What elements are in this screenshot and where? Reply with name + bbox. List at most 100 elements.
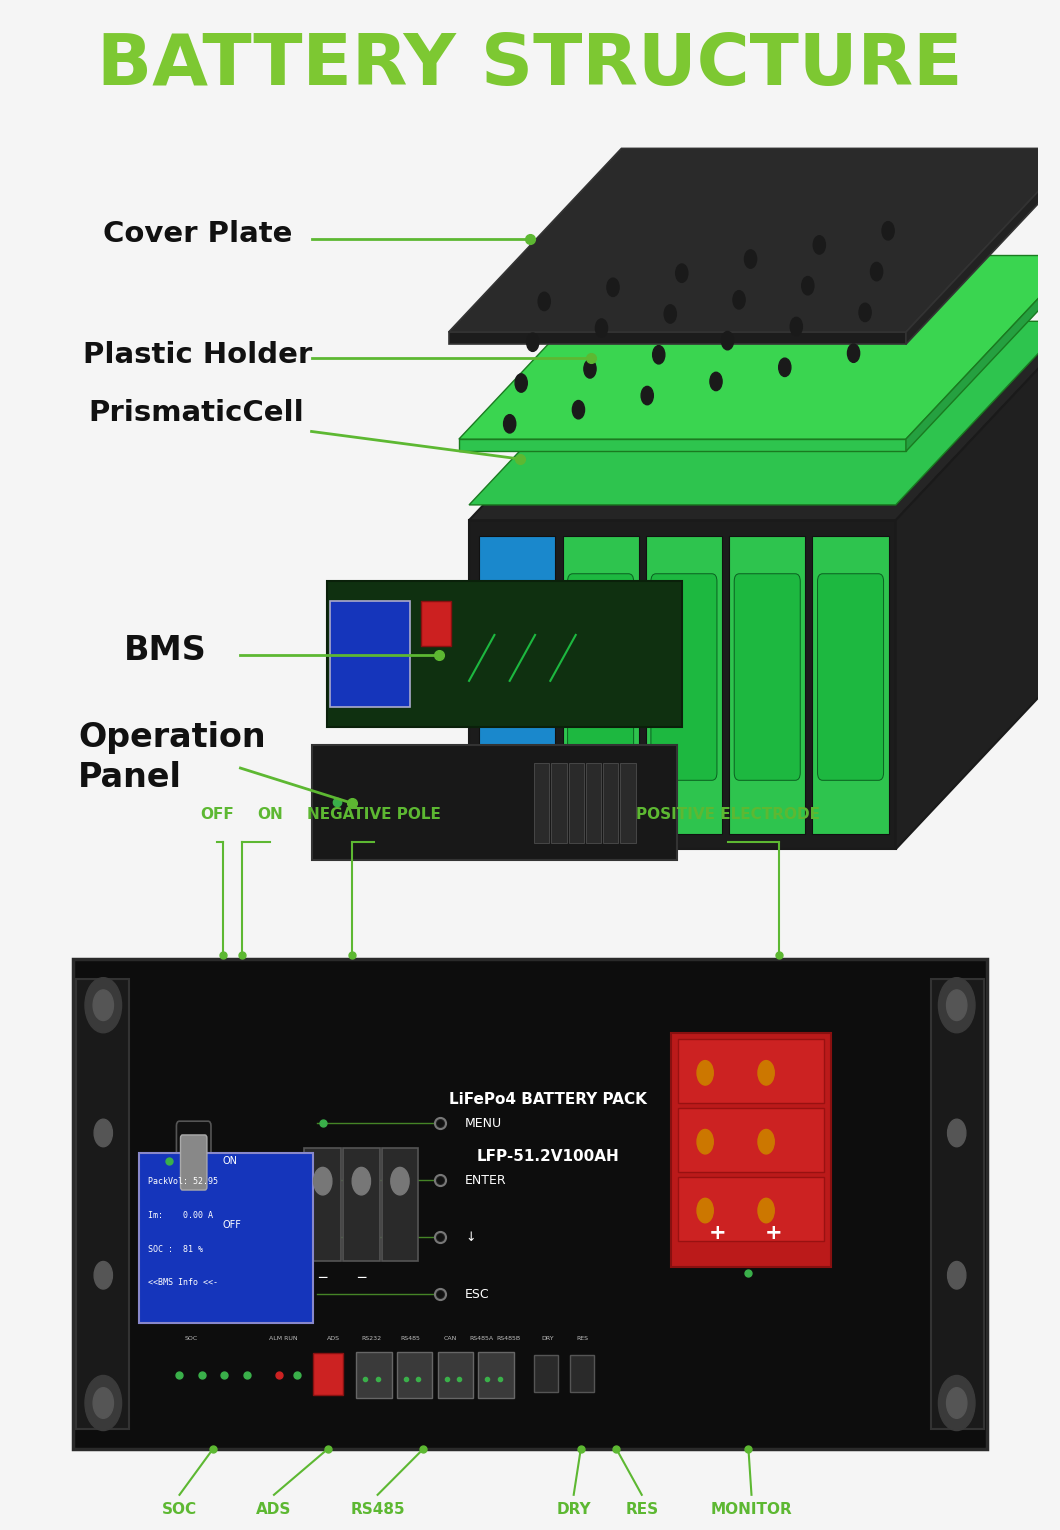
Circle shape [758,1129,774,1154]
FancyBboxPatch shape [620,763,636,843]
FancyBboxPatch shape [735,574,800,780]
Circle shape [859,303,871,321]
Text: BMS: BMS [124,633,207,667]
Circle shape [758,1198,774,1222]
Circle shape [515,373,527,392]
Text: NEGATIVE POLE: NEGATIVE POLE [306,806,441,822]
Polygon shape [479,536,555,834]
Text: ADS: ADS [257,1502,292,1518]
Text: SOC: SOC [186,1336,198,1342]
FancyBboxPatch shape [671,1033,831,1267]
Circle shape [94,1120,112,1148]
FancyBboxPatch shape [567,574,634,780]
FancyBboxPatch shape [569,1356,594,1392]
Text: SOC :  81 %: SOC : 81 % [148,1244,202,1253]
Text: ↓: ↓ [465,1230,476,1244]
Circle shape [391,1167,409,1195]
Circle shape [744,249,757,268]
Circle shape [641,387,653,405]
FancyBboxPatch shape [396,1353,432,1398]
FancyBboxPatch shape [76,979,128,1429]
Text: PrismaticCell: PrismaticCell [88,399,304,427]
Polygon shape [459,439,906,451]
Text: Panel: Panel [77,760,181,794]
Text: DRY: DRY [541,1336,553,1342]
Text: RS485: RS485 [401,1336,420,1342]
Circle shape [93,1388,113,1418]
Text: Cover Plate: Cover Plate [103,220,293,248]
FancyBboxPatch shape [932,979,984,1429]
FancyBboxPatch shape [382,1148,419,1261]
Circle shape [722,332,734,350]
Polygon shape [459,256,1060,439]
Text: SOC: SOC [162,1502,197,1518]
Text: Operation: Operation [77,721,265,754]
Polygon shape [469,337,1060,520]
Circle shape [947,990,967,1021]
Text: Im:    0.00 A: Im: 0.00 A [148,1210,213,1219]
Text: RES: RES [625,1502,658,1518]
Polygon shape [563,536,639,834]
Circle shape [732,291,745,309]
FancyBboxPatch shape [817,574,884,780]
Circle shape [572,401,584,419]
FancyBboxPatch shape [568,763,584,843]
Circle shape [938,1375,975,1431]
Text: +: + [765,1224,782,1244]
FancyBboxPatch shape [180,1135,207,1190]
Text: LiFePo4 BATTERY PACK: LiFePo4 BATTERY PACK [449,1092,647,1108]
Polygon shape [469,520,896,849]
Polygon shape [469,321,1060,505]
Text: ADS: ADS [328,1336,340,1342]
Text: MONITOR: MONITOR [710,1502,793,1518]
Circle shape [847,344,860,363]
Circle shape [790,317,802,335]
FancyBboxPatch shape [677,1177,824,1241]
FancyBboxPatch shape [176,1121,211,1268]
Polygon shape [448,148,1060,332]
Polygon shape [896,337,1060,849]
Polygon shape [326,581,683,727]
FancyBboxPatch shape [304,1148,341,1261]
Circle shape [314,1167,332,1195]
Text: ENTER: ENTER [465,1174,507,1187]
Polygon shape [906,148,1060,344]
Text: <<BMS Info <<-: <<BMS Info <<- [148,1278,218,1287]
Text: ESC: ESC [465,1288,490,1300]
Text: OFF: OFF [200,806,234,822]
Circle shape [710,372,722,390]
Circle shape [584,360,596,378]
Circle shape [527,334,538,352]
FancyBboxPatch shape [534,763,549,843]
Circle shape [675,265,688,283]
FancyBboxPatch shape [677,1039,824,1103]
Text: ON: ON [223,1157,237,1166]
Polygon shape [646,536,722,834]
FancyBboxPatch shape [139,1152,313,1322]
FancyBboxPatch shape [603,763,618,843]
Text: OFF: OFF [223,1221,241,1230]
FancyBboxPatch shape [330,601,410,707]
Circle shape [607,278,619,297]
Circle shape [947,1388,967,1418]
Text: POSITIVE ELECTRODE: POSITIVE ELECTRODE [636,806,820,822]
Text: +: + [708,1224,726,1244]
Text: RS485B: RS485B [496,1336,520,1342]
Circle shape [93,990,113,1021]
Circle shape [665,304,676,323]
Circle shape [85,1375,122,1431]
Text: RS485: RS485 [350,1502,405,1518]
FancyBboxPatch shape [343,1148,379,1261]
FancyBboxPatch shape [313,1354,343,1395]
FancyBboxPatch shape [421,601,450,646]
FancyBboxPatch shape [586,763,601,843]
Circle shape [538,292,550,311]
Circle shape [758,1060,774,1085]
Circle shape [85,978,122,1033]
Text: RS232: RS232 [361,1336,382,1342]
Circle shape [352,1167,371,1195]
Circle shape [813,236,826,254]
Text: ─: ─ [357,1270,366,1285]
Text: LFP-51.2V100AH: LFP-51.2V100AH [477,1149,619,1164]
Circle shape [596,318,607,337]
